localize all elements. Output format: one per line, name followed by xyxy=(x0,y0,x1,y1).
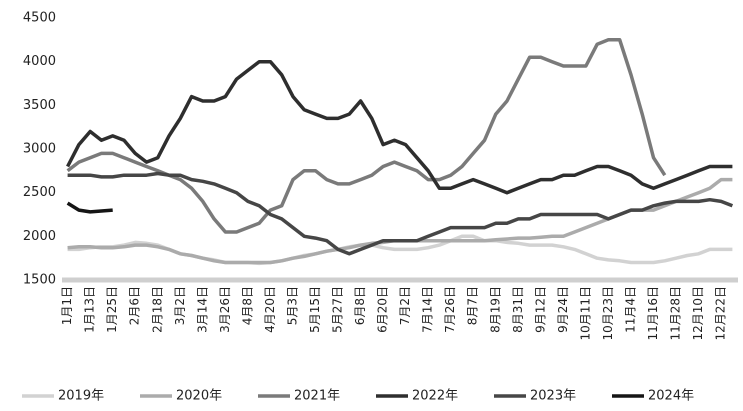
x-tick-label: 10月11日 xyxy=(578,286,592,341)
series-line xyxy=(66,59,733,195)
y-tick-label: 1500 xyxy=(23,273,56,288)
series-line xyxy=(66,38,667,234)
y-tick-label: 3500 xyxy=(23,98,56,113)
x-tick-label: 7月2日 xyxy=(398,286,412,325)
legend-label: 2021年 xyxy=(294,389,340,404)
y-tick-label: 3000 xyxy=(23,142,56,157)
x-tick-label: 3月14日 xyxy=(195,286,209,333)
x-tick-label: 4月8日 xyxy=(240,286,254,325)
x-tick-label: 12月10日 xyxy=(691,286,705,341)
x-tick-label: 2月6日 xyxy=(128,286,142,325)
x-tick-label: 8月19日 xyxy=(488,286,502,333)
x-tick-label: 8月31日 xyxy=(511,286,525,333)
x-tick-label: 6月8日 xyxy=(353,286,367,325)
y-tick-label: 4500 xyxy=(23,11,56,26)
x-tick-label: 10月23日 xyxy=(601,286,615,341)
legend-label: 2020年 xyxy=(176,389,222,404)
x-tick-label: 5月15日 xyxy=(308,286,322,333)
y-tick-label: 2000 xyxy=(23,229,56,244)
x-tick-label: 4月20日 xyxy=(263,286,277,333)
x-tick-label: 8月7日 xyxy=(466,286,480,325)
x-tick-label: 12月22日 xyxy=(714,286,728,341)
x-tick-label: 5月27日 xyxy=(331,286,345,333)
x-tick-label: 11月28日 xyxy=(669,286,683,341)
legend-label: 2024年 xyxy=(648,389,694,404)
x-tick-label: 2月18日 xyxy=(150,286,164,333)
legend-label: 2023年 xyxy=(530,389,576,404)
series-line xyxy=(67,171,734,256)
x-tick-label: 9月12日 xyxy=(533,286,547,333)
x-tick-label: 1月25日 xyxy=(105,286,119,333)
y-tick-label: 2500 xyxy=(23,185,56,200)
x-tick-label: 9月24日 xyxy=(556,286,570,333)
legend-label: 2022年 xyxy=(412,389,458,404)
y-tick-label: 4000 xyxy=(23,54,56,69)
x-tick-label: 6月20日 xyxy=(376,286,390,333)
x-tick-label: 3月2日 xyxy=(173,286,187,325)
x-tick-label: 7月26日 xyxy=(443,286,457,333)
series-line xyxy=(66,201,113,214)
x-tick-label: 5月3日 xyxy=(285,286,299,325)
x-tick-label: 11月4日 xyxy=(623,286,637,333)
x-tick-label: 1月13日 xyxy=(83,286,97,333)
x-tick-label: 11月16日 xyxy=(646,286,660,341)
x-tick-label: 7月14日 xyxy=(421,286,435,333)
legend-label: 2019年 xyxy=(58,389,104,404)
x-tick-label: 1月1日 xyxy=(60,286,74,325)
x-tick-label: 3月26日 xyxy=(218,286,232,333)
